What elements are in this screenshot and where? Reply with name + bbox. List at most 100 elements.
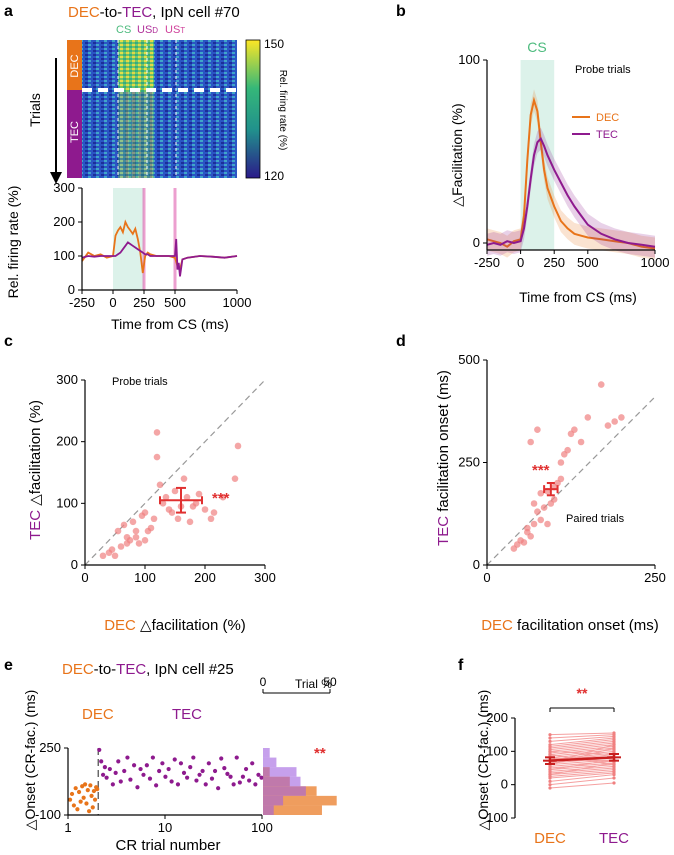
- scatter-point: [534, 426, 541, 434]
- panel-b-line-plot: -250 0 250 500 1000 0 100: [458, 52, 669, 270]
- scatter-point: [219, 493, 227, 501]
- scatter-point: [192, 500, 200, 507]
- scatter-point: [117, 543, 125, 550]
- scatter-point-tec: [138, 766, 143, 772]
- hist-bar-tec: [263, 786, 306, 796]
- panel-a-ytick-label: 300: [53, 180, 75, 195]
- scatter-point-tec: [203, 782, 208, 787]
- scatter-point-tec: [228, 774, 233, 779]
- scatter-point: [132, 527, 140, 535]
- scatter-point: [129, 518, 137, 526]
- scatter-point: [120, 521, 128, 529]
- scatter-point-dec: [76, 789, 82, 795]
- panel-d-xtick-label: 0: [483, 570, 490, 585]
- scatter-point: [584, 414, 592, 421]
- colorbar-max: 150: [264, 37, 284, 51]
- pair-line: [549, 747, 615, 756]
- scatter-point-tec: [157, 768, 162, 774]
- scatter-point-tec: [240, 774, 246, 779]
- scatter-point: [611, 418, 618, 425]
- scatter-point: [210, 509, 218, 516]
- pair-line: [549, 740, 615, 749]
- panel-d-stars: ***: [532, 462, 550, 479]
- scatter-point-tec: [209, 776, 215, 781]
- mean-line: [549, 756, 615, 762]
- scatter-point-tec: [231, 782, 236, 787]
- scatter-point-tec: [243, 766, 249, 772]
- panel-b-xtick-label: -250: [474, 255, 500, 270]
- scatter-point-tec: [191, 755, 196, 760]
- pair-point-tec: [612, 743, 616, 747]
- scatter-point: [530, 500, 538, 507]
- panel-b-ytick-label: 0: [473, 235, 480, 250]
- scatter-point: [147, 524, 155, 532]
- panel-a-title-rest: , IpN cell #70: [152, 4, 240, 21]
- panel-e: e DEC-to-TEC, IpN cell #25 DEC TEC Trial…: [4, 657, 337, 854]
- panel-c-ylabel: TEC △facilitation (%): [27, 400, 44, 540]
- panel-label-e: e: [4, 657, 13, 674]
- scatter-point-tec: [107, 766, 112, 772]
- pair-point-dec: [548, 743, 552, 747]
- scatter-point: [540, 504, 548, 511]
- panel-c-xtick-label: 100: [134, 570, 156, 585]
- scatter-point-dec: [91, 788, 97, 794]
- scatter-point-tec: [135, 785, 140, 790]
- pair-line: [549, 777, 615, 786]
- panel-a-title: DEC-to-TEC, IpN cell #70: [68, 4, 240, 21]
- panel-b-xtick-label: 250: [543, 255, 565, 270]
- scatter-point: [180, 475, 188, 482]
- scatter-point-tec: [113, 770, 118, 775]
- scatter-point-tec: [206, 761, 211, 766]
- pair-line: [549, 750, 615, 759]
- scatter-point: [550, 496, 558, 503]
- hist-bar-tec: [263, 767, 297, 777]
- panel-b: b -250 0 250 500 1000 0 100 CS Probe trials DE…: [396, 3, 669, 305]
- pair-line: [549, 742, 615, 751]
- panel-label-d: d: [396, 333, 406, 350]
- raster-dec-bar: [67, 40, 82, 90]
- scatter-point-tec: [222, 766, 227, 771]
- scatter-point-tec: [97, 747, 102, 753]
- panel-f-ytick-label: 100: [486, 743, 508, 758]
- scatter-point: [183, 493, 191, 501]
- panel-a-xtick-label: 250: [133, 295, 155, 310]
- panel-f: f -100 0 100 200 ** DEC TEC △Onset (CR-fac.…: [458, 657, 629, 847]
- raster-tec-bar: [67, 90, 82, 178]
- pair-line: [549, 735, 615, 742]
- scatter-point: [577, 438, 585, 446]
- pair-line: [549, 764, 615, 771]
- scatter-point-dec: [95, 787, 100, 792]
- panel-f-ytick-label: 200: [486, 710, 508, 725]
- scatter-point-tec: [216, 786, 221, 791]
- panel-c-ytick-label: 100: [56, 495, 78, 510]
- panel-c-xtick-label: 200: [194, 570, 216, 585]
- pair-point-dec: [548, 786, 552, 790]
- scatter-point: [132, 533, 140, 541]
- scatter-point-dec: [88, 783, 93, 788]
- scatter-point-dec: [90, 805, 95, 810]
- scatter-point-tec: [253, 782, 258, 787]
- panel-e-stars: **: [314, 745, 326, 762]
- scatter-point-dec: [81, 795, 86, 800]
- panel-e-xtick-label: 100: [251, 820, 273, 835]
- pair-line: [549, 774, 615, 782]
- pair-line: [549, 762, 615, 776]
- scatter-point-tec: [118, 779, 123, 784]
- panel-e-ytick-label: -100: [35, 807, 61, 822]
- panel-a-ylabel: Rel. firing rate (%): [5, 186, 21, 299]
- scatter-point-dec: [67, 797, 73, 802]
- pair-point-tec: [612, 731, 616, 735]
- scatter-point: [126, 537, 134, 544]
- pair-point-tec: [612, 761, 616, 765]
- pair-point-dec: [548, 749, 552, 753]
- panel-e-xtick-label: 10: [158, 820, 172, 835]
- pair-line: [549, 750, 615, 756]
- scatter-point: [520, 539, 528, 546]
- hist-bar-tec: [263, 805, 274, 815]
- panel-d-ylabel: TEC facilitation onset (ms): [435, 370, 452, 546]
- scatter-point-tec: [110, 782, 115, 787]
- hist-bar-tec: [263, 757, 277, 768]
- series-line-tec: [81, 238, 238, 277]
